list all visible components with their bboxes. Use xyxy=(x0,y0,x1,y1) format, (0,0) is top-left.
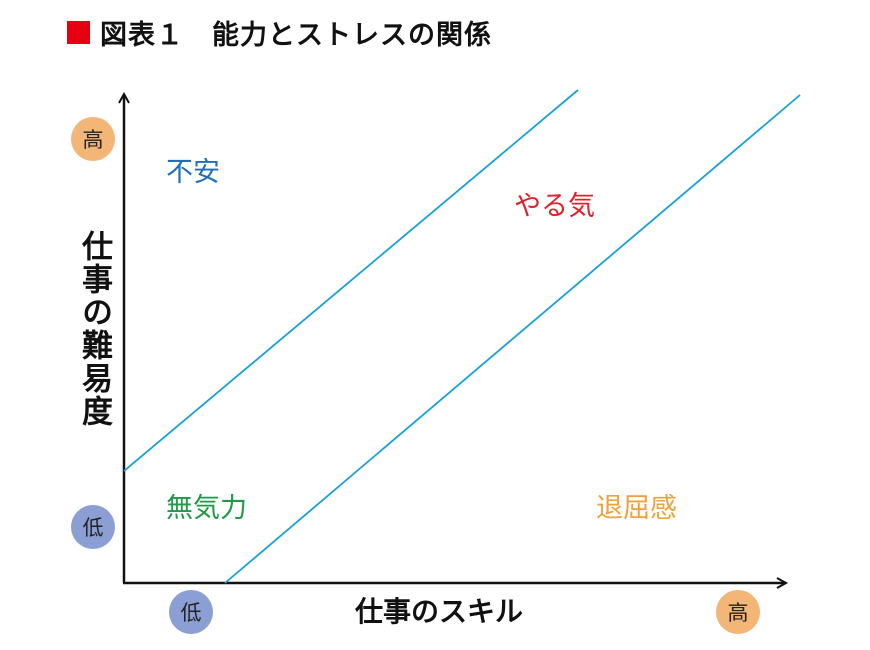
zone-label-apathy: 無気力 xyxy=(166,493,247,524)
diagram-title: 図表１ 能力とストレスの関係 xyxy=(100,19,492,51)
upper-boundary-line xyxy=(123,89,579,472)
x-axis-high-badge: 高 xyxy=(716,590,760,634)
zone-label-motivation: やる気 xyxy=(514,191,595,222)
y-axis-label: 仕事の難易度 xyxy=(76,230,112,428)
x-axis-low-badge: 低 xyxy=(169,590,213,634)
lower-boundary-line xyxy=(224,94,801,584)
square-marker-icon xyxy=(67,20,90,44)
zone-label-anxiety: 不安 xyxy=(166,157,220,188)
y-axis-high-badge: 高 xyxy=(71,117,115,161)
x-axis-label: 仕事のスキル xyxy=(355,595,524,628)
zone-label-boredom: 退屈感 xyxy=(596,493,677,524)
title-row: 図表１ 能力とストレスの関係 xyxy=(67,12,492,52)
y-axis-low-badge: 低 xyxy=(71,505,115,549)
